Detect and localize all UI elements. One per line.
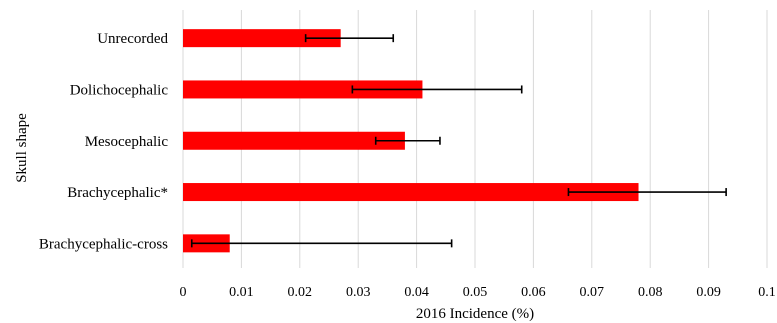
- category-label: Brachycephalic-cross: [39, 236, 168, 252]
- error-bars: [190, 34, 727, 248]
- x-tick-label: 0.06: [521, 285, 546, 300]
- x-tick-label: 0.09: [696, 285, 721, 300]
- bar: [183, 183, 639, 202]
- bar: [183, 80, 423, 99]
- x-tick-label: 0.02: [288, 285, 313, 300]
- x-tick-label: 0.01: [229, 285, 254, 300]
- x-tick-label: 0: [180, 285, 187, 300]
- x-tick-label: 0.08: [638, 285, 663, 300]
- category-label: Brachycephalic*: [67, 185, 168, 201]
- x-axis-title: 2016 Incidence (%): [416, 306, 534, 322]
- category-label: Mesocephalic: [85, 134, 169, 150]
- category-label: Unrecorded: [97, 31, 168, 47]
- category-label: Dolichocephalic: [70, 82, 169, 98]
- x-tick-labels: 0 0.01 0.02 0.03 0.04 0.05 0.06 0.07 0.08 0.09 0.1: [180, 285, 776, 300]
- gridlines: [182, 10, 768, 268]
- x-tick-label: 0.07: [580, 285, 605, 300]
- x-tick-label: 0.05: [463, 285, 488, 300]
- category-labels: Unrecorded Dolichocephalic Mesocephalic Bra…: [39, 31, 169, 252]
- bar: [183, 29, 341, 48]
- y-axis-title: Skull shape: [14, 113, 30, 183]
- x-tick-label: 0.1: [758, 285, 776, 300]
- bars: [183, 29, 639, 253]
- x-tick-label: 0.04: [404, 285, 429, 300]
- x-tick-label: 0.03: [346, 285, 371, 300]
- bar: [183, 131, 405, 150]
